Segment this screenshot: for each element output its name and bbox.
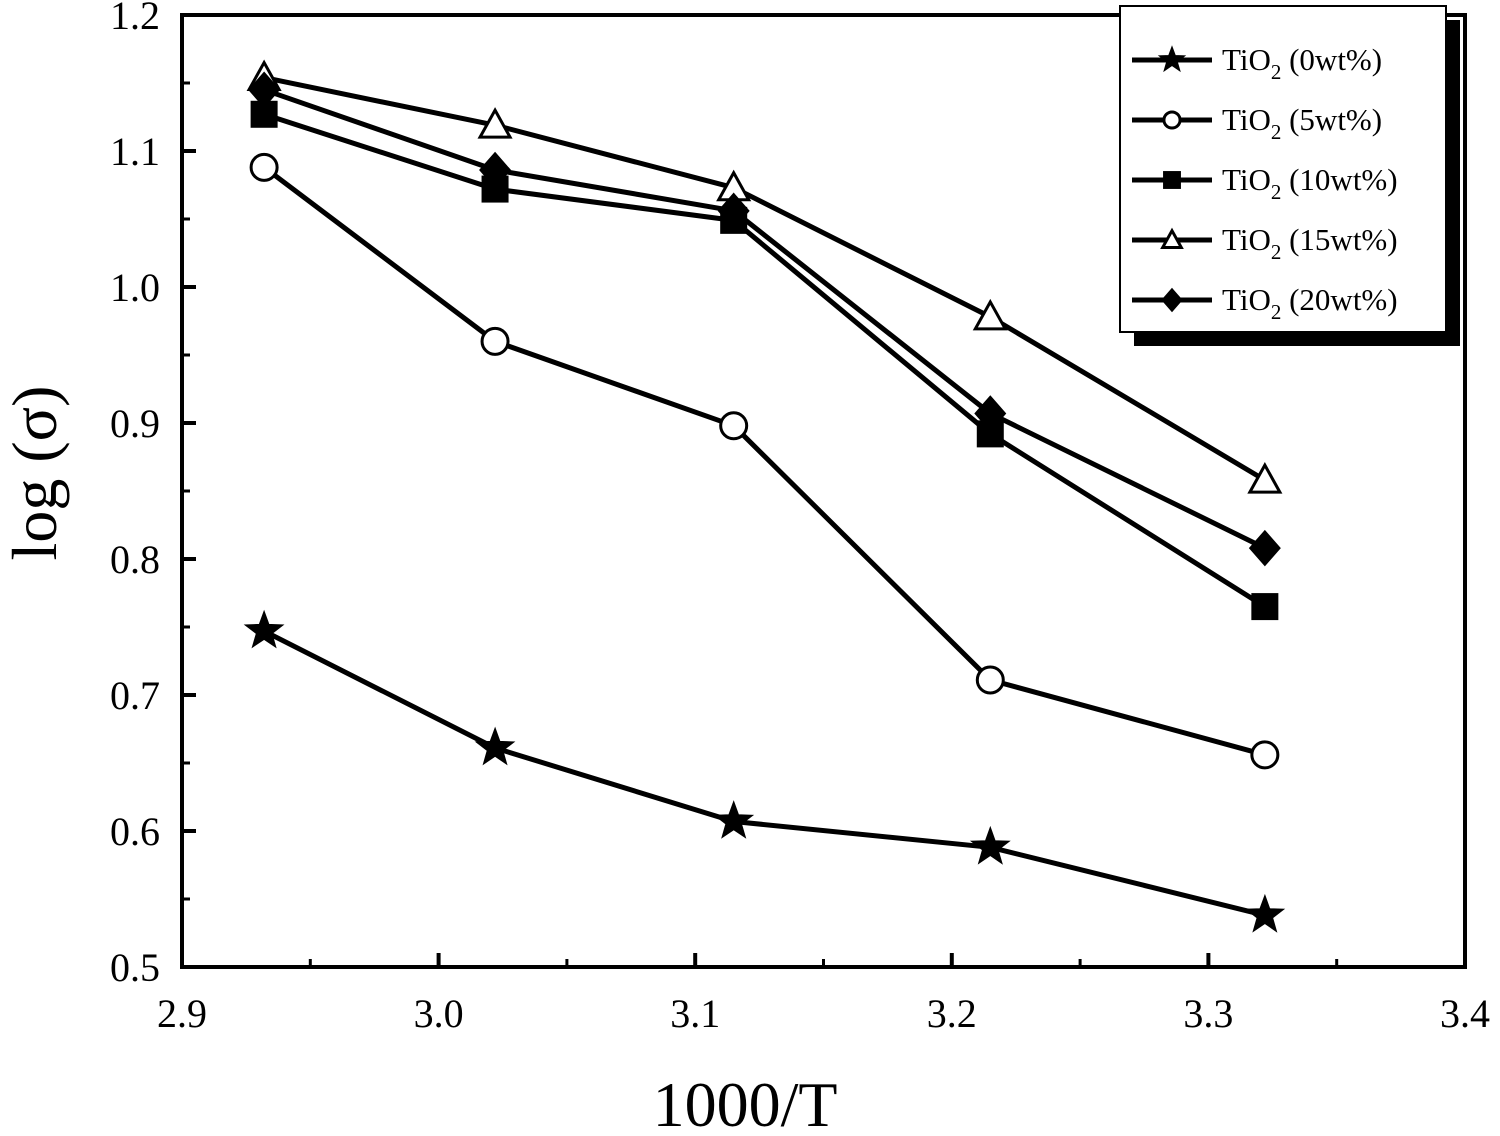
series-line [262, 165, 1266, 758]
point-marker [1248, 529, 1281, 567]
point-marker [1247, 462, 1283, 494]
y-tick-label: 0.5 [110, 945, 160, 990]
x-tick-label: 3.0 [414, 991, 464, 1036]
point-marker [1157, 45, 1187, 73]
legend-item-1: TiO2 (5wt%) [1132, 102, 1382, 144]
y-tick-label: 0.9 [110, 401, 160, 446]
point-marker [1162, 110, 1182, 130]
y-tick-label: 0.7 [110, 673, 160, 718]
legend: TiO2 (0wt%) TiO2 (5wt%) TiO2 (10wt%) TiO2 (… [1119, 5, 1460, 346]
legend-label: TiO2 (20wt%) [1222, 282, 1398, 324]
series-line [262, 628, 1266, 918]
series-line [263, 111, 1267, 609]
legend-item-0: TiO2 (0wt%) [1132, 42, 1382, 84]
series-1 [249, 152, 1280, 770]
point-marker [972, 298, 1008, 331]
point-marker [1161, 287, 1183, 313]
y-tick-label: 0.6 [110, 809, 160, 854]
series-0 [243, 609, 1286, 933]
legend-label: TiO2 (10wt%) [1222, 162, 1398, 204]
x-tick-label: 3.4 [1440, 991, 1490, 1036]
point-marker [1250, 740, 1280, 770]
legend-item-3: TiO2 (15wt%) [1132, 222, 1398, 264]
x-tick-label: 2.9 [157, 991, 207, 1036]
series-line [263, 87, 1267, 551]
point-marker [719, 411, 749, 441]
point-marker [969, 825, 1011, 865]
point-marker [474, 726, 516, 766]
point-marker [975, 665, 1005, 695]
point-marker [1163, 171, 1181, 189]
legend-label: TiO2 (5wt%) [1222, 102, 1382, 144]
point-marker [1251, 593, 1279, 621]
y-axis-title: log (σ) [0, 386, 70, 561]
legend-label: TiO2 (0wt%) [1222, 42, 1382, 84]
series-layer [243, 59, 1286, 933]
series-3 [246, 59, 1283, 494]
point-marker [717, 192, 750, 230]
x-axis-title: 1000/T [653, 1069, 838, 1136]
point-marker [249, 152, 279, 182]
legend-item-4: TiO2 (20wt%) [1132, 282, 1398, 324]
legend-item-2: TiO2 (10wt%) [1132, 162, 1398, 204]
point-marker [974, 395, 1007, 432]
point-marker [1160, 227, 1184, 249]
x-tick-label: 3.2 [927, 991, 977, 1036]
point-marker [1244, 893, 1286, 933]
point-marker [480, 326, 510, 356]
x-tick-label: 3.1 [670, 991, 720, 1036]
y-tick-label: 0.8 [110, 537, 160, 582]
y-tick-label: 1.0 [110, 265, 160, 310]
point-marker [243, 609, 285, 649]
x-tick-label: 3.3 [1183, 991, 1233, 1036]
point-marker [248, 71, 281, 109]
y-tick-label: 1.2 [110, 0, 160, 38]
legend-label: TiO2 (15wt%) [1222, 222, 1398, 264]
point-marker [477, 107, 513, 139]
point-marker [713, 800, 755, 839]
axes: 2.9 3.0 3.1 3.2 3.3 3.4 0.5 0.6 0.7 0.8 0.9 1.0 1.1 1… [110, 0, 1490, 1036]
point-marker [479, 151, 512, 189]
series-4 [248, 71, 1281, 567]
y-tick-label: 1.1 [110, 129, 160, 174]
